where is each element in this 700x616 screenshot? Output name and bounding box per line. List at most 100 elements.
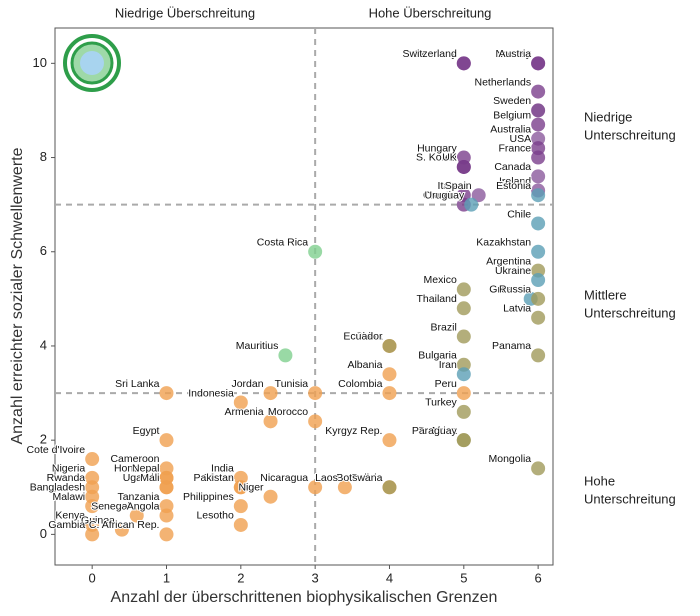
point-label: Latvia: [503, 302, 531, 314]
point-label: Lesotho: [196, 510, 234, 522]
side-label: Unterschreitung: [584, 127, 676, 142]
point: [263, 489, 278, 504]
point-label: India: [211, 463, 234, 475]
point-label: Panama: [492, 340, 531, 352]
point: [85, 452, 100, 467]
point: [159, 386, 174, 401]
point: [456, 301, 471, 316]
point-label: Netherlands: [475, 76, 532, 88]
point: [531, 188, 546, 203]
point: [337, 480, 352, 495]
point: [308, 414, 323, 429]
point-label: Philippines: [183, 491, 234, 503]
point: [531, 169, 546, 184]
point: [531, 291, 546, 306]
point-label: Greece: [489, 284, 524, 296]
point-label: Sri Lanka: [115, 378, 160, 390]
x-tick-label: 0: [89, 570, 96, 585]
point: [382, 480, 397, 495]
y-tick-label: 6: [40, 243, 47, 258]
point: [471, 188, 486, 203]
point-label: Kyrgyz Rep.: [325, 425, 382, 437]
point-label: Italy: [438, 180, 458, 192]
point-label: Cameroon: [110, 453, 159, 465]
point-label: Nicaragua: [260, 472, 308, 484]
point-label: Switzerland: [403, 48, 457, 60]
point: [456, 367, 471, 382]
y-tick-label: 8: [40, 149, 47, 164]
point: [531, 244, 546, 259]
plot-frame: [54, 27, 554, 566]
point-label: Bangladesh: [30, 481, 86, 493]
point: [159, 480, 174, 495]
point-label: China: [355, 331, 383, 343]
point-label: Indonesia: [188, 387, 234, 399]
y-tick-label: 10: [33, 55, 47, 70]
point: [382, 433, 397, 448]
point-label: Angola: [127, 500, 160, 512]
point: [382, 386, 397, 401]
point: [382, 367, 397, 382]
point-label: Colombia: [338, 378, 383, 390]
point: [531, 150, 546, 165]
point: [456, 159, 471, 174]
point: [456, 404, 471, 419]
point-label: Canada: [494, 161, 531, 173]
point-label: Mongolia: [489, 453, 532, 465]
x-tick-label: 1: [163, 570, 170, 585]
point: [531, 56, 546, 71]
point: [382, 338, 397, 353]
point-label: Ireland: [499, 175, 531, 187]
point-label: Pakistan: [194, 472, 234, 484]
point-label: Uruguay: [425, 189, 465, 201]
point-label: Brazil: [431, 321, 457, 333]
point-label: Rwanda: [47, 472, 86, 484]
point: [464, 197, 479, 212]
side-label: Hohe: [584, 473, 615, 488]
point-label: Thailand: [417, 293, 457, 305]
point: [308, 386, 323, 401]
point-label: Senegal: [91, 500, 130, 512]
x-tick-label: 3: [312, 570, 319, 585]
point: [531, 310, 546, 325]
point: [233, 499, 248, 514]
point: [531, 103, 546, 118]
point-label: France: [498, 142, 531, 154]
point-label: Botswana: [336, 472, 382, 484]
point-label: Nigeria: [52, 463, 85, 475]
point: [233, 395, 248, 410]
point: [456, 433, 471, 448]
point-label: Paraguay: [412, 425, 458, 437]
point-label: Malawi: [52, 491, 85, 503]
point-label: Costa Rica: [257, 237, 309, 249]
point-label: Belgium: [493, 109, 531, 121]
point-label: Niger: [238, 481, 264, 493]
point-label: Bulgaria: [418, 350, 457, 362]
point-label: Ukraine: [495, 265, 531, 277]
point-label: Turkey: [425, 397, 457, 409]
point: [456, 329, 471, 344]
point: [85, 499, 100, 514]
point: [278, 348, 293, 363]
side-label: Niedrige: [584, 109, 632, 124]
point: [456, 56, 471, 71]
quadrant-label: Niedrige Überschreitung: [115, 5, 255, 20]
x-tick-label: 6: [535, 570, 542, 585]
side-label: Unterschreitung: [584, 305, 676, 320]
point: [159, 433, 174, 448]
point: [531, 461, 546, 476]
point-label: Chile: [507, 208, 531, 220]
icon: [63, 34, 121, 92]
point-label: Norway: [496, 48, 532, 60]
point-label: Bolivia: [352, 472, 383, 484]
point: [531, 117, 546, 132]
point-label: Ghana: [202, 472, 234, 484]
point-label: Guinea: [81, 514, 115, 526]
point-label: Mexico: [424, 274, 457, 286]
point: [159, 527, 174, 542]
point-label: Cote d'Ivoire: [27, 444, 86, 456]
point-label: Uganda: [123, 472, 160, 484]
point: [531, 273, 546, 288]
point: [531, 84, 546, 99]
y-tick-label: 2: [40, 432, 47, 447]
